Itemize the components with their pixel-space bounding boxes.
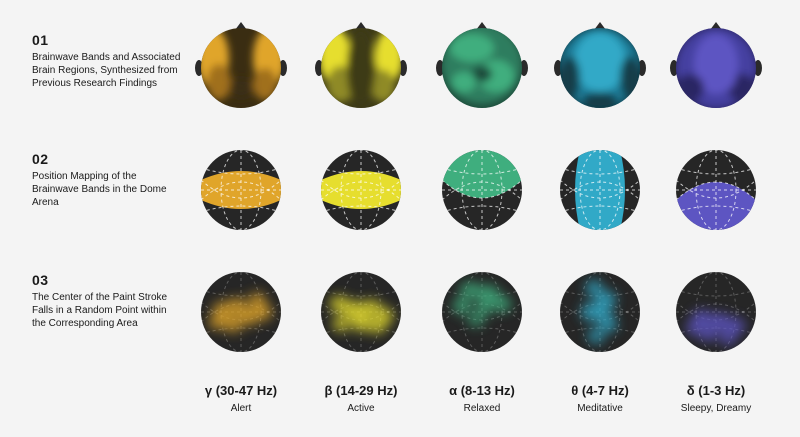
activity-blob [253, 68, 277, 100]
row-number: 01 [32, 32, 49, 48]
nose [594, 22, 606, 30]
ear-left [436, 60, 444, 76]
band-state: Relaxed [463, 403, 501, 414]
paint-stroke [588, 329, 604, 343]
band-state: Alert [230, 403, 252, 414]
region-map-5 [676, 150, 756, 230]
paint-stroke [686, 321, 702, 335]
activity-blob [371, 70, 395, 102]
band-frequency: θ (4-7 Hz) [571, 383, 629, 398]
band-label: β (14-29 Hz) Active [296, 383, 426, 414]
paint-stroke [597, 308, 611, 320]
region-map-4 [560, 150, 640, 230]
brainwave-region [201, 171, 281, 209]
paint-stroke [224, 316, 242, 332]
activity-blob [676, 74, 704, 102]
row-description: Position Mapping of the Brainwave Bands … [32, 171, 167, 208]
row-label-3: 03 The Center of the Paint Stroke Falls … [32, 272, 182, 330]
paint-stroke [453, 298, 471, 314]
paint-strokes-2 [321, 272, 401, 352]
row-label-1: 01 Brainwave Bands and Associated Brain … [32, 32, 182, 90]
paint-strokes-1 [201, 272, 281, 352]
paint-stroke [460, 282, 480, 298]
band-label: γ (30-47 Hz) Alert [176, 383, 306, 414]
region-map-3 [442, 150, 522, 230]
band-state: Active [347, 403, 375, 414]
ear-left [554, 60, 562, 76]
head-map-2 [315, 22, 407, 108]
paint-stroke [599, 316, 617, 332]
paint-stroke [596, 291, 616, 309]
row-number: 03 [32, 272, 49, 288]
paint-stroke [709, 313, 731, 331]
head-map-4 [554, 22, 646, 108]
paint-stroke [477, 285, 499, 303]
activity-blob [347, 28, 375, 108]
ear-right [754, 60, 762, 76]
nose [235, 22, 247, 30]
paint-stroke [720, 331, 736, 345]
activity-blob [450, 34, 494, 62]
ear-left [315, 60, 323, 76]
paint-stroke [493, 296, 511, 312]
paint-stroke [249, 293, 265, 307]
ear-right [520, 60, 528, 76]
paint-stroke [209, 315, 225, 329]
region-map-2 [321, 150, 401, 230]
band-label: θ (4-7 Hz) Meditative [535, 383, 665, 414]
band-frequency: β (14-29 Hz) [324, 383, 398, 398]
paint-stroke [361, 300, 381, 316]
brainwave-region [575, 150, 625, 230]
band-label: δ (1-3 Hz) Sleepy, Dreamy [651, 383, 781, 414]
band-frequency: γ (30-47 Hz) [204, 383, 278, 398]
band-state: Meditative [577, 403, 623, 414]
activity-blob [704, 60, 736, 92]
activity-blob [452, 72, 476, 92]
nose [710, 22, 722, 30]
head-map-1 [195, 22, 287, 108]
paint-stroke [351, 313, 371, 331]
band-frequency: α (8-13 Hz) [449, 383, 515, 398]
paint-strokes-5 [676, 272, 756, 352]
row-number: 02 [32, 151, 49, 167]
paint-stroke [586, 280, 602, 296]
row-description: Brainwave Bands and Associated Brain Reg… [32, 52, 181, 89]
activity-blob [229, 78, 253, 98]
paint-stroke [581, 303, 603, 321]
paint-strokes-4 [560, 272, 640, 352]
paint-stroke [239, 307, 259, 325]
paint-stroke [333, 317, 349, 331]
row-description: The Center of the Paint Stroke Falls in … [32, 292, 168, 329]
activity-blob [560, 56, 580, 100]
ear-right [638, 60, 646, 76]
ear-left [670, 60, 678, 76]
activity-blob [574, 32, 626, 92]
activity-blob [207, 64, 231, 100]
row-label-2: 02 Position Mapping of the Brainwave Ban… [32, 151, 182, 209]
paint-stroke [699, 327, 717, 341]
ear-right [279, 60, 287, 76]
band-label: α (8-13 Hz) Relaxed [417, 383, 547, 414]
paint-stroke [228, 298, 246, 314]
ear-right [399, 60, 407, 76]
head-map-5 [670, 22, 762, 108]
brainwave-region [321, 171, 401, 209]
band-frequency: δ (1-3 Hz) [686, 383, 746, 398]
nose [476, 22, 488, 30]
paint-stroke [468, 314, 484, 326]
activity-blob [582, 92, 618, 108]
region-map-1 [201, 150, 281, 230]
ear-left [195, 60, 203, 76]
head-map-3 [436, 22, 528, 108]
paint-strokes-3 [442, 272, 522, 352]
activity-blob [620, 56, 640, 100]
paint-stroke [727, 318, 745, 334]
band-state: Sleepy, Dreamy [680, 403, 752, 414]
paint-stroke [254, 304, 272, 320]
paint-stroke [368, 319, 386, 333]
activity-blob [472, 66, 492, 82]
paint-stroke [476, 301, 492, 315]
nose [355, 22, 367, 30]
